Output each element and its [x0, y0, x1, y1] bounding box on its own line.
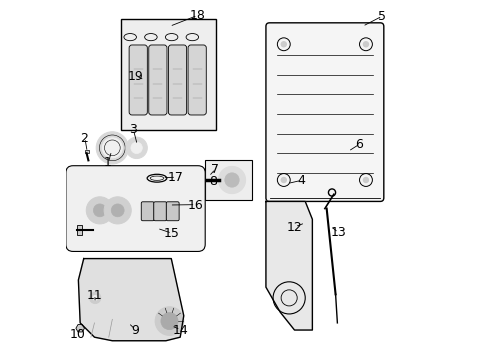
FancyBboxPatch shape — [188, 45, 206, 115]
Circle shape — [86, 197, 113, 224]
FancyBboxPatch shape — [141, 202, 154, 221]
Polygon shape — [265, 202, 312, 330]
Text: 15: 15 — [163, 227, 179, 240]
Polygon shape — [76, 324, 84, 332]
Circle shape — [96, 132, 128, 164]
Text: 18: 18 — [189, 9, 205, 22]
Circle shape — [131, 142, 142, 154]
Text: 7: 7 — [211, 163, 219, 176]
Text: 4: 4 — [296, 174, 304, 187]
Text: 8: 8 — [209, 175, 217, 188]
Circle shape — [280, 177, 286, 183]
Circle shape — [93, 296, 98, 300]
FancyBboxPatch shape — [66, 166, 205, 251]
FancyBboxPatch shape — [168, 45, 186, 115]
FancyBboxPatch shape — [153, 202, 166, 221]
Text: 17: 17 — [168, 171, 183, 184]
Circle shape — [89, 292, 101, 303]
Text: 11: 11 — [86, 288, 102, 302]
FancyBboxPatch shape — [148, 45, 166, 115]
Text: 16: 16 — [187, 198, 203, 212]
Text: 3: 3 — [129, 123, 137, 136]
Circle shape — [362, 177, 368, 183]
Text: 12: 12 — [286, 221, 302, 234]
Text: 9: 9 — [131, 324, 139, 337]
Text: 2: 2 — [81, 132, 88, 145]
Circle shape — [280, 41, 286, 48]
Circle shape — [104, 197, 131, 224]
Circle shape — [111, 204, 124, 217]
Text: 6: 6 — [355, 138, 363, 151]
Circle shape — [362, 41, 368, 48]
Bar — [84, 150, 89, 153]
Text: 13: 13 — [329, 226, 345, 239]
Bar — [77, 225, 82, 235]
Circle shape — [224, 173, 239, 187]
Bar — [205, 160, 251, 200]
Text: 5: 5 — [377, 10, 385, 23]
FancyBboxPatch shape — [129, 45, 147, 115]
Circle shape — [93, 204, 106, 217]
Circle shape — [155, 307, 183, 336]
Text: 1: 1 — [104, 156, 112, 169]
Circle shape — [102, 138, 122, 158]
Circle shape — [125, 137, 147, 158]
FancyBboxPatch shape — [265, 23, 383, 202]
Text: 14: 14 — [172, 324, 188, 337]
Text: 19: 19 — [128, 70, 143, 83]
Circle shape — [218, 166, 245, 194]
Bar — [121, 19, 216, 130]
Polygon shape — [78, 258, 183, 341]
Text: 10: 10 — [69, 328, 85, 341]
Circle shape — [161, 312, 178, 330]
FancyBboxPatch shape — [166, 202, 179, 221]
